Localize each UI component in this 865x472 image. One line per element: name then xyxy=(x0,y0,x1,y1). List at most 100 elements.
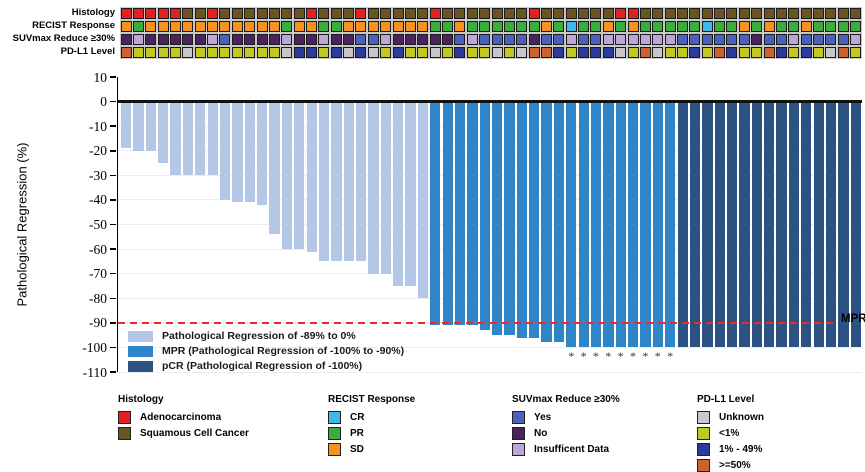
legend-color-swatch xyxy=(697,458,710,472)
legend-item-label: 1% - 49% xyxy=(719,443,763,455)
track-cell xyxy=(565,47,577,58)
track-cell xyxy=(553,21,565,32)
y-tick-mark xyxy=(110,322,116,324)
patient-bar xyxy=(454,101,466,326)
track-cell xyxy=(491,8,503,19)
track-cell xyxy=(639,47,651,58)
patient-bar xyxy=(121,101,132,149)
patient-bar xyxy=(628,101,639,348)
legend-color-swatch xyxy=(512,426,525,440)
y-tick-label: -30 xyxy=(89,167,107,183)
patient-bar xyxy=(640,101,651,348)
track-cell xyxy=(244,21,256,32)
track-cell xyxy=(318,8,330,19)
patient-bar xyxy=(368,101,379,274)
track-cell xyxy=(293,47,305,58)
gridline xyxy=(118,199,862,201)
track-cell xyxy=(578,47,590,58)
track-cell xyxy=(429,47,441,58)
patient-bar xyxy=(479,101,490,331)
track-cell xyxy=(652,21,664,32)
track-cell xyxy=(330,8,342,19)
track-cell xyxy=(615,21,627,32)
track-cell xyxy=(751,47,763,58)
track-cell xyxy=(516,34,528,45)
track-cell xyxy=(454,8,466,19)
legend-group-suvmax: SUVmax Reduce ≥30% Yes No Insufficent Data xyxy=(512,394,620,457)
patient-bar xyxy=(269,101,280,235)
patient-bar xyxy=(504,101,515,336)
track-cell xyxy=(850,47,862,58)
track-cell xyxy=(714,8,726,19)
track-cell xyxy=(343,47,355,58)
track-cell xyxy=(479,8,491,19)
gridline xyxy=(118,150,862,152)
track-cell xyxy=(751,21,763,32)
track-cell xyxy=(528,21,540,32)
track-cell xyxy=(392,21,404,32)
track-cell xyxy=(627,34,639,45)
track-cell xyxy=(306,34,317,45)
legend-item-label: Insufficent Data xyxy=(534,443,610,455)
patient-bar xyxy=(294,101,305,250)
track-cell xyxy=(590,34,602,45)
asterisk-marker: * xyxy=(642,349,649,364)
track-cell xyxy=(751,34,763,45)
legend-item-label: No xyxy=(534,427,548,439)
legend-group-pdl1: PD-L1 Level Unknown <1% 1% - 49% >=50% xyxy=(697,394,764,472)
track-cell xyxy=(639,21,651,32)
patient-bar xyxy=(689,101,701,348)
track-cell xyxy=(503,21,515,32)
legend-item-label: Adenocarcinoma xyxy=(140,411,222,423)
gridline xyxy=(118,224,862,225)
asterisk-marker: * xyxy=(592,349,599,364)
track-cell xyxy=(565,8,577,19)
track-cell xyxy=(454,21,466,32)
track-cell xyxy=(120,8,132,19)
track-cell xyxy=(120,21,132,32)
track-cell xyxy=(442,34,454,45)
y-tick-label: 10 xyxy=(93,69,108,85)
patient-bar xyxy=(529,101,540,338)
track-cell xyxy=(602,21,614,32)
track-cell xyxy=(689,47,701,58)
track-cell xyxy=(244,47,256,58)
track-cell xyxy=(306,47,317,58)
y-axis-title: Pathological Regression (%) xyxy=(14,142,30,307)
track-cell xyxy=(738,21,750,32)
patient-bar xyxy=(702,101,713,348)
patient-bar xyxy=(257,101,268,205)
track-cell xyxy=(343,8,355,19)
legend-item-label: Yes xyxy=(534,411,552,423)
plot-legend-label: MPR (Pathological Regression of -100% to… xyxy=(162,345,405,357)
track-cell xyxy=(380,21,392,32)
legend-item: >=50% xyxy=(697,457,764,472)
patient-bar xyxy=(430,101,441,326)
track-cell xyxy=(256,47,268,58)
track-cell xyxy=(169,47,181,58)
track-cell xyxy=(417,21,429,32)
track-cell xyxy=(714,21,726,32)
track-cell xyxy=(664,34,676,45)
patient-bar xyxy=(516,101,528,338)
track-cell xyxy=(442,21,454,32)
legend-color-swatch xyxy=(697,410,710,424)
track-cell xyxy=(355,34,367,45)
y-tick-label: -100 xyxy=(82,339,107,355)
asterisk-marker: * xyxy=(654,349,661,364)
track-cell xyxy=(182,34,194,45)
legend-item: Squamous Cell Cancer xyxy=(118,425,249,441)
patient-bar xyxy=(492,101,503,336)
track-cell xyxy=(417,8,429,19)
track-cell xyxy=(516,21,528,32)
track-cell xyxy=(788,8,800,19)
patient-bar xyxy=(677,101,688,348)
legend-color-swatch xyxy=(512,442,525,456)
patient-bar xyxy=(331,101,342,262)
track-cell xyxy=(837,8,849,19)
track-cell xyxy=(677,8,688,19)
track-cell xyxy=(194,34,206,45)
track-cell xyxy=(800,47,812,58)
track-cell xyxy=(540,34,552,45)
track-cell xyxy=(306,21,317,32)
